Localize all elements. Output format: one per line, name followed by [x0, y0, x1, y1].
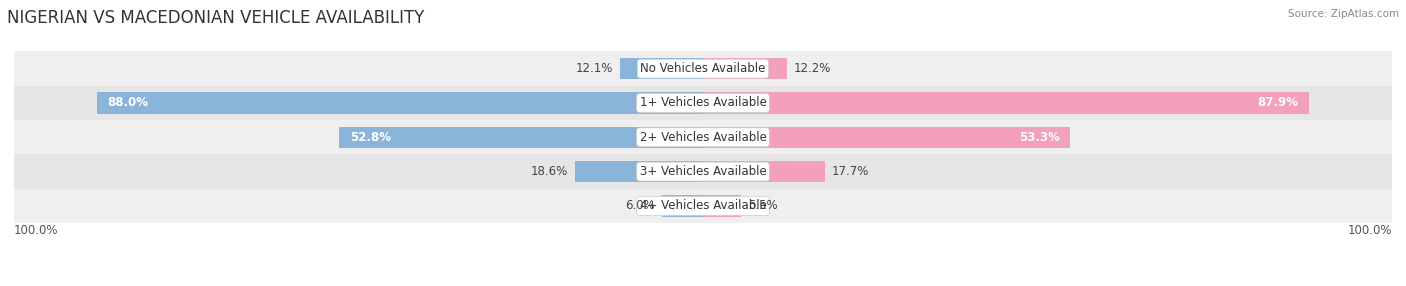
- Text: 5.5%: 5.5%: [748, 199, 778, 212]
- Legend: Nigerian, Macedonian: Nigerian, Macedonian: [603, 283, 803, 286]
- Bar: [703, 58, 787, 79]
- Bar: [703, 161, 825, 182]
- Bar: [662, 195, 703, 217]
- Bar: [703, 92, 1309, 114]
- Text: 88.0%: 88.0%: [107, 96, 148, 110]
- Text: 12.2%: 12.2%: [794, 62, 831, 75]
- Bar: [620, 58, 703, 79]
- Text: No Vehicles Available: No Vehicles Available: [640, 62, 766, 75]
- Text: 3+ Vehicles Available: 3+ Vehicles Available: [640, 165, 766, 178]
- Bar: [97, 92, 703, 114]
- Bar: [14, 154, 1392, 189]
- Text: 18.6%: 18.6%: [530, 165, 568, 178]
- Text: 6.0%: 6.0%: [626, 199, 655, 212]
- Bar: [14, 86, 1392, 120]
- Bar: [14, 189, 1392, 223]
- Text: 12.1%: 12.1%: [575, 62, 613, 75]
- Bar: [703, 195, 741, 217]
- Bar: [703, 127, 1070, 148]
- Bar: [14, 120, 1392, 154]
- Text: 100.0%: 100.0%: [14, 224, 59, 237]
- Text: 2+ Vehicles Available: 2+ Vehicles Available: [640, 131, 766, 144]
- Text: 1+ Vehicles Available: 1+ Vehicles Available: [640, 96, 766, 110]
- Text: 4+ Vehicles Available: 4+ Vehicles Available: [640, 199, 766, 212]
- Text: 53.3%: 53.3%: [1019, 131, 1060, 144]
- Bar: [14, 51, 1392, 86]
- Text: 100.0%: 100.0%: [1347, 224, 1392, 237]
- Text: 52.8%: 52.8%: [350, 131, 391, 144]
- Text: Source: ZipAtlas.com: Source: ZipAtlas.com: [1288, 9, 1399, 19]
- Bar: [339, 127, 703, 148]
- Text: 17.7%: 17.7%: [832, 165, 869, 178]
- Bar: [575, 161, 703, 182]
- Text: NIGERIAN VS MACEDONIAN VEHICLE AVAILABILITY: NIGERIAN VS MACEDONIAN VEHICLE AVAILABIL…: [7, 9, 425, 27]
- Text: 87.9%: 87.9%: [1257, 96, 1298, 110]
